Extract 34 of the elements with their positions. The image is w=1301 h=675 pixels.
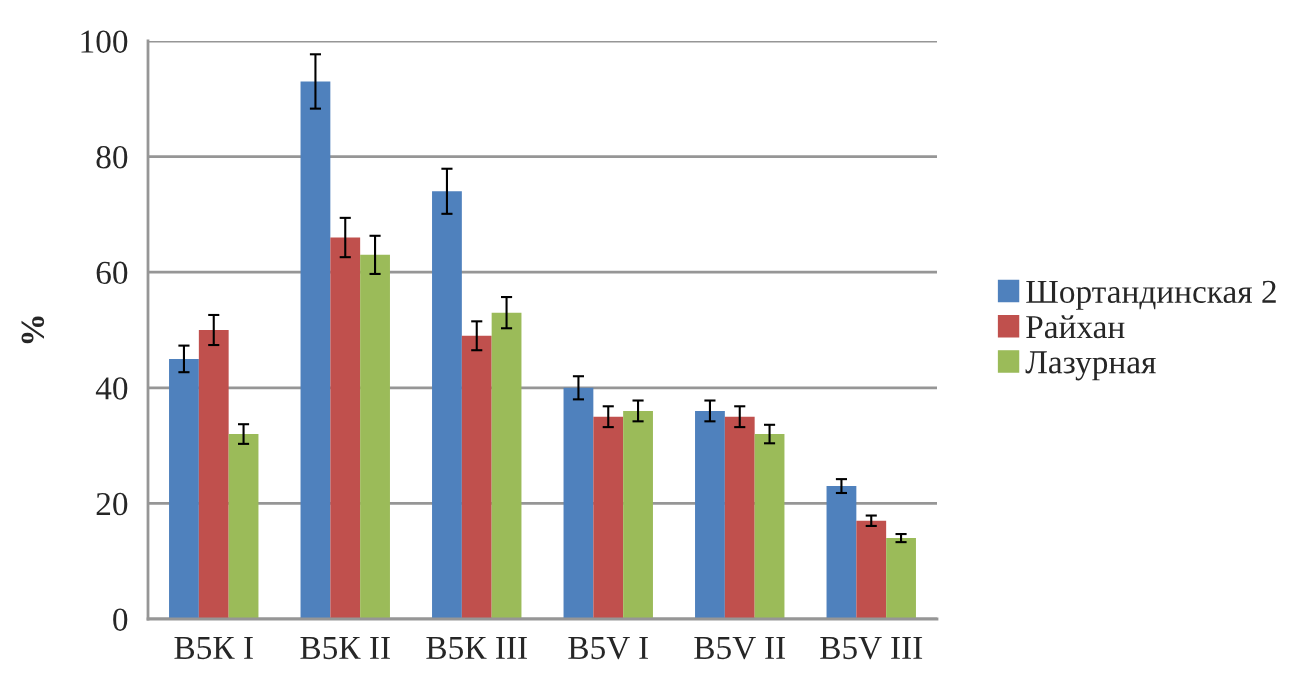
bar [300, 81, 331, 619]
bar [695, 410, 725, 619]
bar [360, 254, 390, 619]
y-tick-label: 20 [96, 492, 128, 516]
x-tick-label: B5V I [568, 636, 648, 660]
x-tick-label: B5К I [174, 636, 253, 660]
x-tick-label: B5К II [300, 636, 390, 660]
bar [754, 434, 785, 619]
bar [623, 410, 653, 619]
bar [886, 538, 916, 619]
y-tick-label: 60 [96, 261, 128, 285]
bar [826, 486, 857, 619]
y-tick-label: 100 [81, 30, 128, 53]
y-tick-label: 40 [95, 377, 128, 400]
x-tick-label: B5V III [820, 636, 923, 660]
legend-label: Шортандинская 2 [1026, 280, 1276, 310]
bar [563, 387, 594, 619]
bar [169, 358, 199, 619]
bar [330, 237, 361, 619]
y-tick-label: 80 [96, 146, 128, 169]
bar [724, 416, 755, 619]
bar [228, 434, 259, 619]
bar [461, 335, 492, 619]
legend-label: Лазурная [1025, 351, 1156, 381]
bar [491, 312, 522, 619]
y-axis-title: % [21, 316, 45, 344]
x-tick-label: B5V II [694, 636, 786, 660]
x-tick-label: B5К III [426, 636, 527, 660]
bar [593, 416, 624, 619]
legend-label: Райхан [1026, 315, 1125, 339]
y-tick-label: 0 [113, 608, 128, 631]
bar [198, 330, 229, 619]
bar [856, 520, 887, 619]
bar [432, 191, 462, 619]
